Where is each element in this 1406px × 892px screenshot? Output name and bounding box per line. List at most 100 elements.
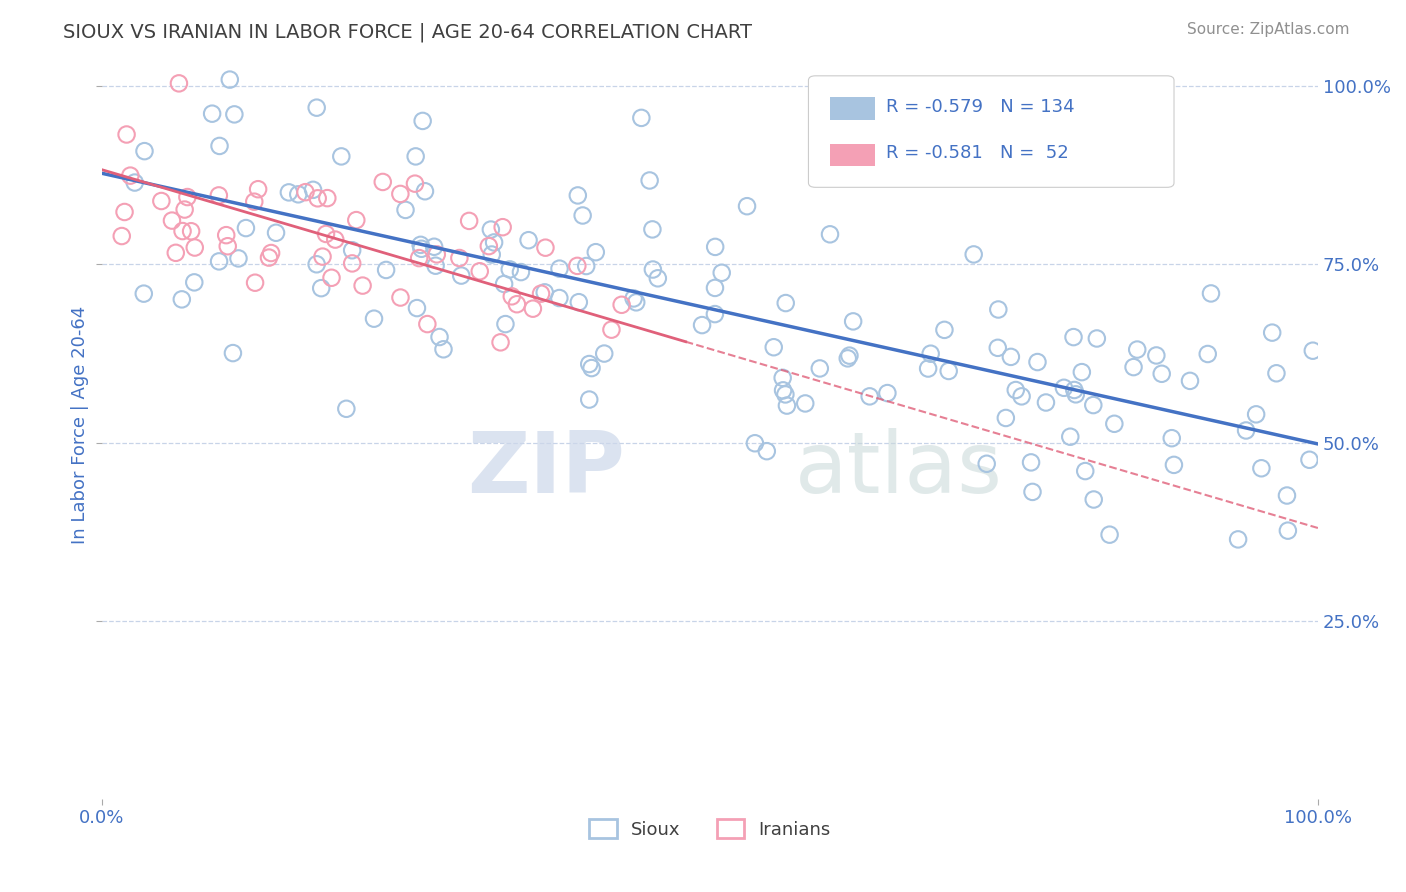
Point — [124, 176, 146, 190]
Point — [1261, 326, 1284, 340]
Point — [567, 188, 589, 202]
Point — [412, 114, 434, 128]
Text: SIOUX VS IRANIAN IN LABOR FORCE | AGE 20-64 CORRELATION CHART: SIOUX VS IRANIAN IN LABOR FORCE | AGE 20… — [63, 22, 752, 42]
Point — [305, 257, 328, 271]
Point — [755, 444, 778, 458]
Point — [340, 244, 363, 258]
Point — [208, 254, 231, 268]
Point — [302, 183, 325, 197]
Point — [1035, 395, 1057, 409]
Point — [534, 241, 557, 255]
Point — [533, 285, 555, 300]
Point — [311, 250, 333, 264]
Point — [1026, 355, 1049, 369]
Point — [1250, 461, 1272, 475]
Point — [1083, 492, 1105, 507]
Point — [173, 202, 195, 217]
Point — [704, 240, 727, 254]
Point — [917, 361, 939, 376]
Point — [257, 251, 280, 265]
Point — [1298, 452, 1320, 467]
Point — [413, 184, 436, 198]
Point — [404, 177, 426, 191]
Point — [479, 222, 502, 236]
Point — [1160, 431, 1182, 445]
Point — [218, 72, 240, 87]
Point — [772, 384, 794, 398]
Point — [641, 222, 664, 236]
Point — [1227, 533, 1250, 547]
Point — [114, 205, 136, 219]
Point — [626, 295, 648, 310]
Point — [1244, 407, 1267, 421]
Point — [499, 262, 522, 277]
Point — [134, 144, 156, 158]
Point — [389, 291, 412, 305]
Point — [1234, 424, 1257, 438]
Point — [842, 314, 865, 328]
Point — [489, 335, 512, 350]
Point — [172, 224, 194, 238]
Point — [170, 293, 193, 307]
Point — [120, 169, 142, 183]
Point — [494, 277, 516, 291]
Point — [217, 239, 239, 253]
Point — [432, 343, 454, 357]
Point — [426, 247, 449, 261]
Point — [481, 247, 503, 261]
Point — [1098, 527, 1121, 541]
Point — [458, 214, 481, 228]
Point — [184, 241, 207, 255]
Point — [581, 361, 603, 376]
Point — [494, 317, 516, 331]
Point — [776, 399, 799, 413]
Point — [610, 298, 633, 312]
Point — [307, 191, 329, 205]
Point — [406, 301, 429, 315]
Point — [690, 318, 713, 332]
Point — [1126, 343, 1149, 357]
Point — [260, 246, 283, 260]
Point — [976, 457, 998, 471]
Point — [215, 228, 238, 243]
Point — [808, 361, 831, 376]
Point — [735, 199, 758, 213]
Point — [1163, 458, 1185, 472]
Point — [1265, 366, 1288, 380]
Point — [405, 149, 427, 163]
Point — [330, 149, 353, 163]
Point — [449, 251, 471, 265]
Point — [567, 259, 589, 273]
Point — [160, 213, 183, 227]
Point — [183, 276, 205, 290]
Point — [344, 213, 367, 227]
Point — [744, 436, 766, 450]
Point — [363, 311, 385, 326]
Point — [167, 76, 190, 90]
Point — [704, 281, 727, 295]
Point — [294, 185, 316, 199]
Text: ZIP: ZIP — [467, 428, 624, 511]
Point — [423, 240, 446, 254]
Point — [585, 245, 607, 260]
Point — [920, 347, 942, 361]
Point — [482, 235, 505, 250]
Point — [1070, 365, 1092, 379]
Point — [522, 301, 544, 316]
Point — [1083, 398, 1105, 412]
Point — [1063, 330, 1085, 344]
Point — [775, 296, 797, 310]
Point — [264, 226, 287, 240]
Point — [963, 247, 986, 261]
Point — [1074, 464, 1097, 478]
Point — [1021, 484, 1043, 499]
Point — [371, 175, 394, 189]
Point — [321, 270, 343, 285]
Point — [409, 237, 432, 252]
Point — [568, 295, 591, 310]
Point — [987, 341, 1010, 355]
Point — [1277, 524, 1299, 538]
Point — [994, 411, 1017, 425]
Point — [772, 371, 794, 385]
Point — [247, 182, 270, 196]
